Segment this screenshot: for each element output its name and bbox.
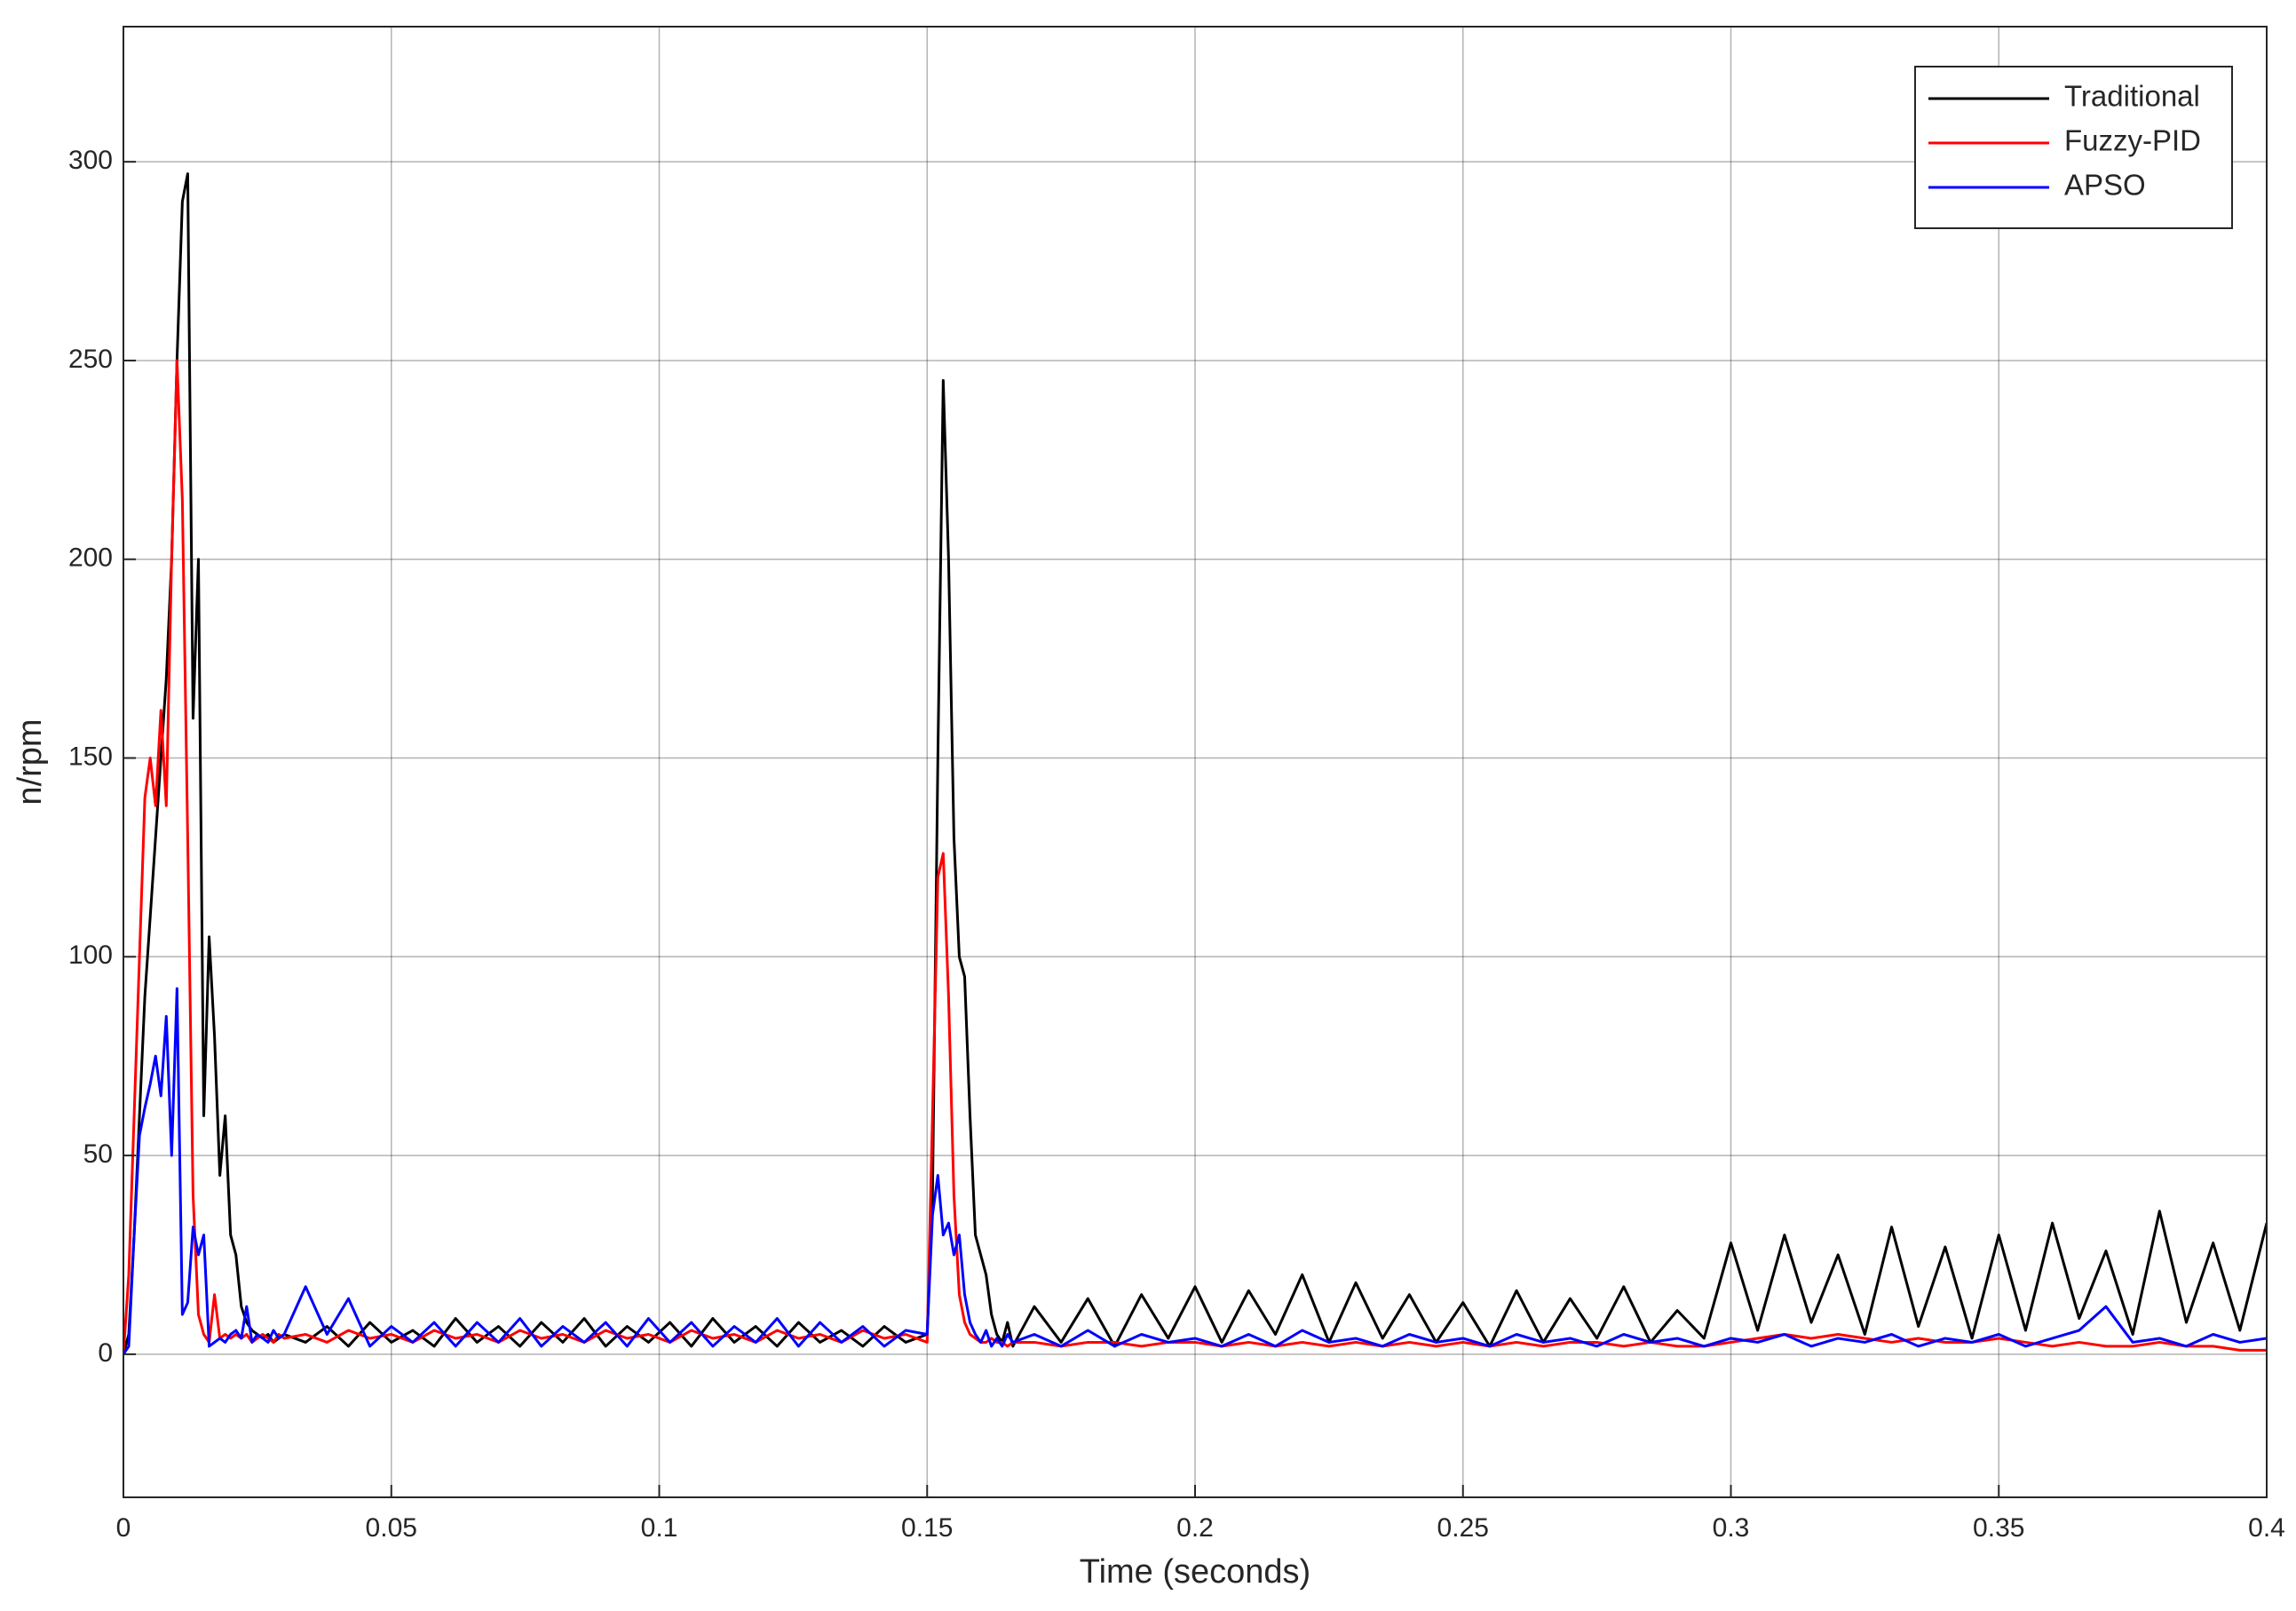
y-tick-label: 150 xyxy=(68,742,113,771)
x-tick-label: 0.05 xyxy=(366,1513,417,1543)
ticks: 0 0.05 0.1 0.15 0.2 0.25 0.3 0.35 0.4 0 50 100 150 20… xyxy=(68,146,2285,1543)
x-axis-label: Time (seconds) xyxy=(1080,1553,1310,1591)
legend-label: Fuzzy-PID xyxy=(2064,124,2201,157)
plot-area xyxy=(123,27,2267,1497)
x-tick-label: 0.35 xyxy=(1973,1513,2024,1543)
y-axis-label: n/rpm xyxy=(12,718,49,805)
y-tick-label: 100 xyxy=(68,940,113,970)
legend: Traditional Fuzzy-PID APSO xyxy=(1914,66,2233,229)
series-line xyxy=(123,359,2267,1354)
legend-box xyxy=(1914,66,2233,229)
y-tick-label: 200 xyxy=(68,544,113,573)
lines xyxy=(123,172,2267,1355)
y-tick-label: 50 xyxy=(83,1139,113,1169)
y-tick-label: 250 xyxy=(68,345,113,374)
legend-label: Traditional xyxy=(2064,80,2200,113)
x-tick-label: 0.3 xyxy=(1713,1513,1750,1543)
y-tick-label: 0 xyxy=(98,1338,113,1368)
y-tick-label: 300 xyxy=(68,146,113,175)
series-line xyxy=(123,987,2267,1355)
x-tick-label: 0.2 xyxy=(1176,1513,1214,1543)
x-tick-label: 0 xyxy=(116,1513,131,1543)
x-tick-label: 0.25 xyxy=(1437,1513,1489,1543)
x-tick-label: 0.15 xyxy=(901,1513,953,1543)
x-tick-label: 0.4 xyxy=(2248,1513,2285,1543)
x-tick-label: 0.1 xyxy=(641,1513,678,1543)
legend-label: APSO xyxy=(2064,169,2146,202)
